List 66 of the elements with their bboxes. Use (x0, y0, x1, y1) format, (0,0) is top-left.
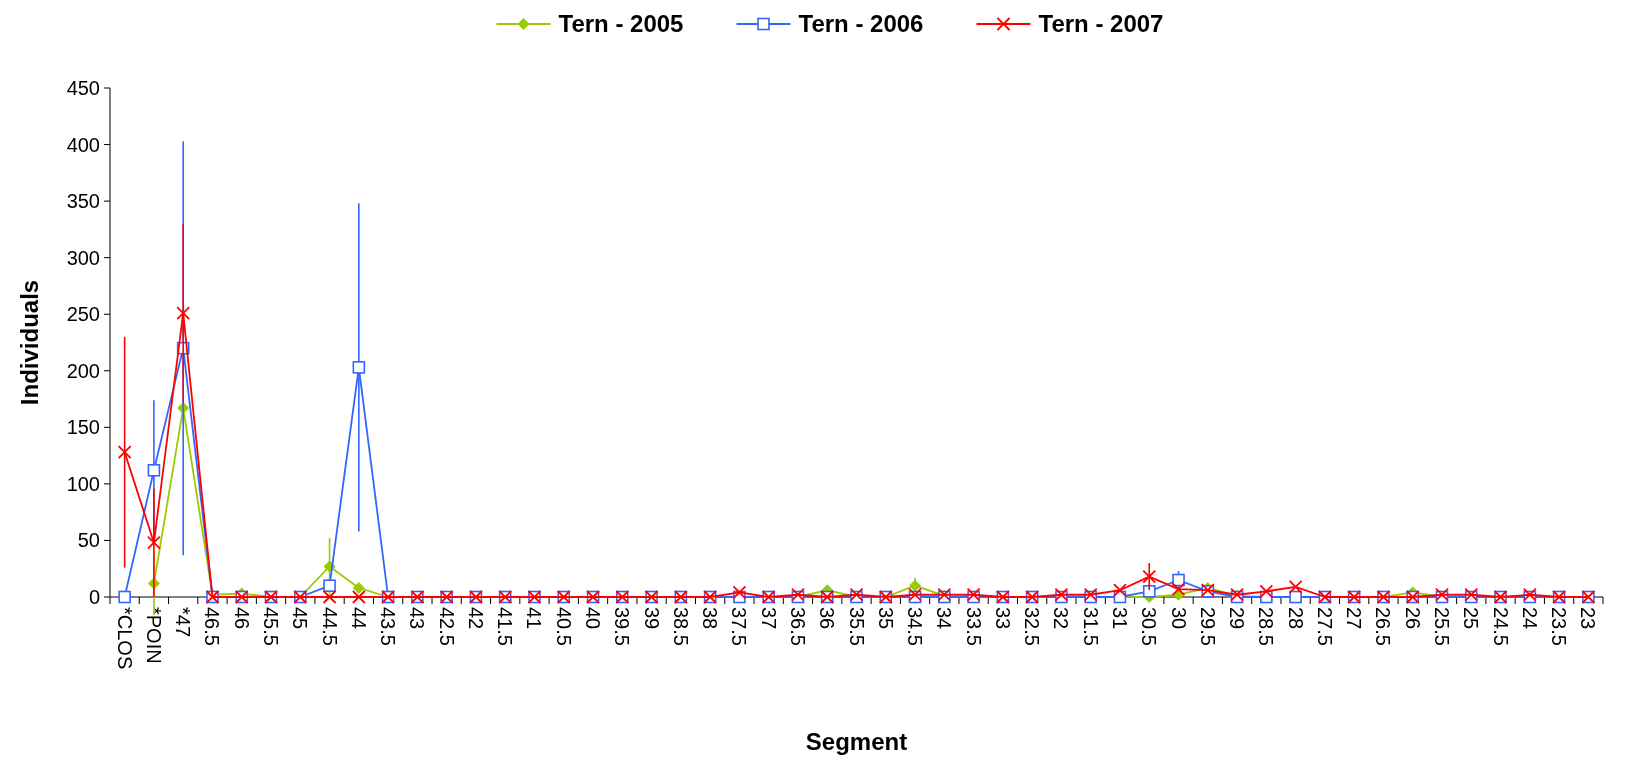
legend-label: Tern - 2007 (1038, 10, 1164, 38)
x-tick-label: 38.5 (669, 607, 692, 646)
y-tick-label: 350 (66, 190, 100, 213)
legend-label: Tern - 2005 (558, 10, 684, 38)
y-tick-label: 100 (66, 472, 100, 495)
x-tick-label: 30.5 (1138, 607, 1161, 646)
x-tick-label: 29 (1226, 607, 1249, 630)
x-tick-label: 37.5 (728, 607, 751, 646)
y-tick-label: 50 (77, 529, 100, 552)
x-tick-label: 35 (874, 607, 897, 630)
x-tick-label: 40.5 (552, 607, 575, 646)
x-tick-label: 24 (1518, 607, 1541, 630)
x-tick-label: 31 (1108, 607, 1131, 630)
x-tick-label: 44 (347, 607, 370, 630)
x-tick-label: 34 (933, 607, 956, 630)
x-tick-label: 33 (991, 607, 1014, 630)
x-tick-label: 43.5 (377, 607, 400, 646)
x-tick-label: *CLOS (113, 607, 136, 670)
x-tick-label: 30 (1167, 607, 1190, 630)
x-tick-label: 27.5 (1313, 607, 1336, 646)
x-tick-label: 32 (1050, 607, 1073, 630)
x-tick-label: 38 (699, 607, 722, 630)
x-tick-label: 27 (1343, 607, 1366, 630)
x-tick-label: *47 (172, 607, 195, 638)
x-tick-label: 35.5 (845, 607, 868, 646)
x-tick-label: 31.5 (1079, 607, 1102, 646)
y-tick-label: 150 (66, 416, 100, 439)
x-tick-label: 33.5 (962, 607, 985, 646)
x-tick-label: 41 (523, 607, 546, 630)
x-tick-label: 26.5 (1372, 607, 1395, 646)
x-tick-label: 39 (640, 607, 663, 630)
y-tick-label: 0 (88, 586, 100, 608)
legend-label: Tern - 2006 (798, 10, 924, 38)
x-tick-label: 45 (289, 607, 312, 630)
y-tick-label: 400 (66, 133, 100, 156)
x-tick-label: 26 (1401, 607, 1424, 630)
x-axis-title: Segment (805, 728, 908, 755)
x-tick-label: 25 (1460, 607, 1483, 630)
y-tick-label: 200 (66, 359, 100, 382)
x-tick-label: 46.5 (201, 607, 224, 646)
x-tick-label: 28 (1284, 607, 1307, 630)
y-axis-title: Individuals (16, 279, 43, 406)
x-tick-label: 39.5 (611, 607, 634, 646)
x-tick-label: 41.5 (494, 607, 517, 646)
x-tick-label: 23.5 (1548, 607, 1571, 646)
x-tick-label: 25.5 (1430, 607, 1453, 646)
x-tick-label: 45.5 (260, 607, 283, 646)
x-tick-label: 46 (230, 607, 253, 630)
x-tick-label: 42 (464, 607, 487, 630)
x-tick-label: 32.5 (1021, 607, 1044, 646)
x-tick-label: 23 (1577, 607, 1600, 630)
x-tick-label: 29.5 (1196, 607, 1219, 646)
y-tick-label: 300 (66, 246, 100, 269)
x-tick-label: 34.5 (904, 607, 927, 646)
x-tick-label: 36.5 (786, 607, 809, 646)
x-tick-label: 44.5 (318, 607, 341, 646)
y-tick-label: 450 (66, 77, 100, 99)
x-tick-label: 40 (582, 607, 605, 630)
x-tick-label: 37 (757, 607, 780, 630)
x-tick-label: *POIN (142, 607, 165, 664)
x-tick-label: 28.5 (1255, 607, 1278, 646)
x-tick-label: 43 (406, 607, 429, 630)
x-tick-label: 24.5 (1489, 607, 1512, 646)
x-tick-label: 42.5 (435, 607, 458, 646)
y-tick-label: 250 (66, 303, 100, 326)
x-tick-label: 36 (816, 607, 839, 630)
